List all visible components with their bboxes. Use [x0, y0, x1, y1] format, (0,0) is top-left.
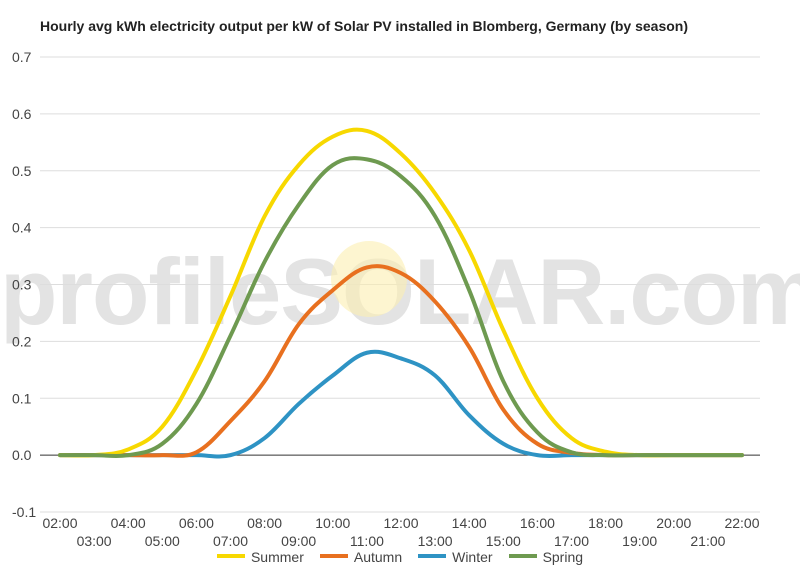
legend-label: Summer — [250, 549, 304, 565]
x-tick-label: 22:00 — [724, 515, 759, 531]
series-line-winter — [58, 349, 744, 459]
x-tick-label: 16:00 — [520, 515, 555, 531]
y-tick-label: 0.4 — [12, 220, 32, 236]
y-tick-label: 0.5 — [12, 163, 32, 179]
legend-swatch — [508, 554, 537, 559]
x-tick-label: 20:00 — [656, 515, 691, 531]
chart-title: Hourly avg kWh electricity output per kW… — [40, 18, 689, 34]
x-tick-label: 12:00 — [383, 515, 418, 531]
sun-logo-icon — [331, 241, 407, 317]
x-tick-label: 04:00 — [111, 515, 146, 531]
x-tick-label: 17:00 — [554, 533, 589, 549]
x-tick-label: 19:00 — [622, 533, 657, 549]
x-tick-label: 05:00 — [145, 533, 180, 549]
x-tick-label: 02:00 — [42, 515, 77, 531]
legend-item-summer: Summer — [216, 549, 304, 565]
x-tick-label: 06:00 — [179, 515, 214, 531]
legend-swatch — [319, 554, 348, 559]
y-tick-label: 0.0 — [12, 447, 32, 463]
x-tick-label: 03:00 — [77, 533, 112, 549]
legend-label: Winter — [452, 549, 493, 565]
x-tick-label: 10:00 — [315, 515, 350, 531]
x-tick-label: 21:00 — [690, 533, 725, 549]
series-line-spring — [58, 156, 744, 459]
legend-swatch — [216, 554, 245, 559]
chart-legend: Summer Autumn Winter Spring — [0, 549, 800, 565]
x-tick-label: 15:00 — [486, 533, 521, 549]
x-tick-label: 09:00 — [281, 533, 316, 549]
y-tick-label: -0.1 — [12, 504, 36, 520]
legend-label: Autumn — [353, 549, 403, 565]
x-tick-label: 14:00 — [452, 515, 487, 531]
legend-swatch — [418, 554, 447, 559]
y-tick-label: 0.3 — [12, 277, 32, 293]
legend-label: Spring — [542, 549, 584, 565]
x-tick-label: 13:00 — [418, 533, 453, 549]
legend-item-winter: Winter — [418, 549, 493, 565]
y-tick-label: 0.7 — [12, 49, 32, 65]
y-tick-label: 0.1 — [12, 390, 32, 406]
legend-item-spring: Spring — [508, 549, 584, 565]
y-tick-label: 0.6 — [12, 106, 32, 122]
x-tick-label: 07:00 — [213, 533, 248, 549]
x-tick-label: 11:00 — [350, 533, 384, 549]
legend-item-autumn: Autumn — [319, 549, 403, 565]
x-tick-label: 08:00 — [247, 515, 282, 531]
y-tick-label: 0.2 — [12, 333, 32, 349]
x-tick-label: 18:00 — [588, 515, 623, 531]
